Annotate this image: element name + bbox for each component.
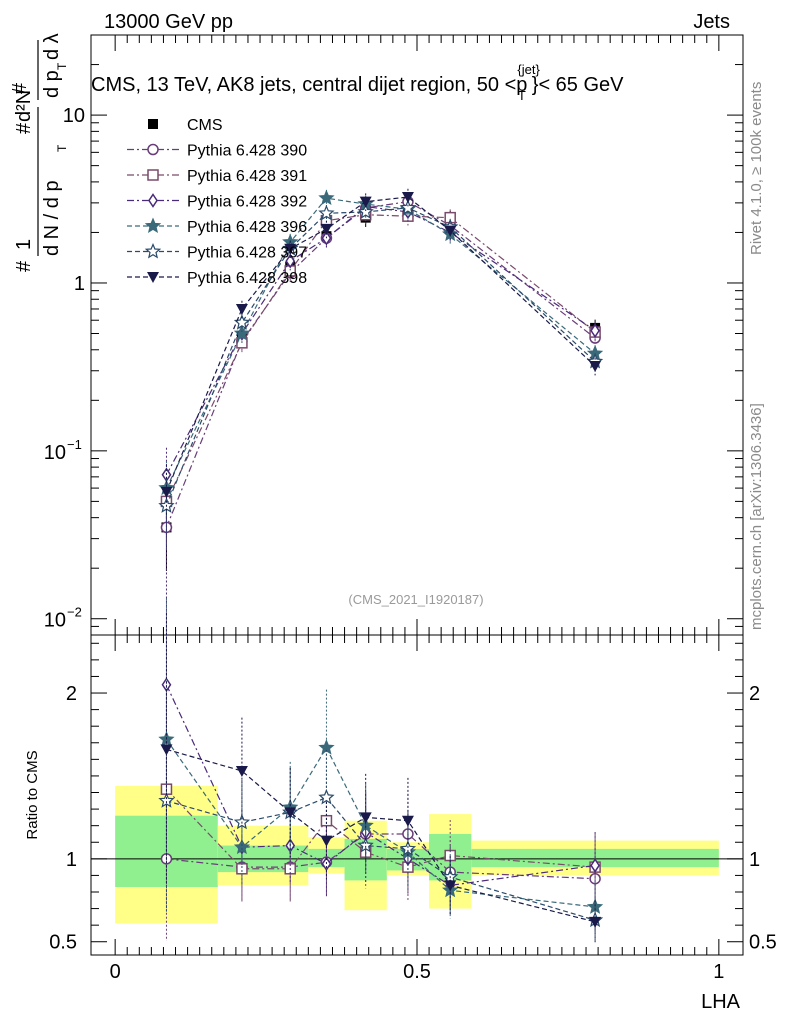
legend-marker-5 — [144, 242, 162, 259]
legend-label-2: Pythia 6.428 391 — [187, 168, 307, 185]
svg-text:d²N: d²N — [13, 90, 35, 122]
ratio-y-tick-label: 2 — [66, 683, 77, 705]
legend-marker-3 — [148, 193, 158, 208]
svg-text:1: 1 — [13, 239, 35, 250]
legend-marker-0 — [148, 119, 158, 129]
ratio-y-tick-label-right: 1 — [749, 849, 760, 871]
main-series-group — [158, 188, 604, 571]
legend-label-3: Pythia 6.428 392 — [187, 194, 307, 211]
svg-text:#: # — [13, 122, 35, 134]
main-series-point — [590, 323, 600, 339]
svg-text:T: T — [55, 144, 69, 152]
legend-label-6: Pythia 6.428 398 — [187, 270, 307, 287]
svg-text:#: # — [13, 260, 35, 272]
x-axis-label: LHA — [701, 991, 741, 1013]
main-series-point — [235, 303, 248, 315]
ratio-series-point — [236, 863, 248, 875]
main-series-point — [285, 253, 296, 269]
main-series-point — [444, 225, 457, 237]
ratio-series-point — [158, 792, 175, 808]
ratio-series-point — [320, 814, 333, 827]
main-series-point — [320, 223, 333, 235]
x-tick-label: 1 — [713, 961, 724, 983]
chart-title: CMS, 13 TeV, AK8 jets, central dijet reg… — [91, 62, 624, 103]
main-y-tick-label: 10 — [63, 105, 85, 127]
legend-label-0: CMS — [187, 117, 223, 134]
ratio-series-point — [589, 916, 602, 928]
main-series-point — [401, 192, 414, 204]
ratio-series-point — [235, 765, 248, 777]
ratio-y-tick-label-right: 2 — [749, 683, 760, 705]
ratio-y-tick-label-right: 0.5 — [749, 932, 777, 954]
ratio-y-tick-label: 0.5 — [49, 932, 77, 954]
main-y-tick-label: 10 — [44, 442, 66, 464]
main-series-line-3 — [165, 205, 596, 476]
main-series-line-5 — [165, 207, 596, 507]
main-series-point — [359, 196, 372, 208]
ratio-y-axis-label: Ratio to CMS — [24, 750, 41, 839]
svg-text:d p: d p — [41, 70, 63, 98]
main-series-point — [589, 361, 602, 373]
ratio-series-point — [399, 840, 417, 856]
legend-label-5: Pythia 6.428 397 — [187, 245, 307, 262]
ratio-series-point — [590, 858, 600, 873]
ratio-series-line-2 — [165, 684, 596, 886]
main-y-tick-exponent: −2 — [67, 605, 82, 620]
ratio-series-line-4 — [166, 796, 596, 921]
header-left: 13000 GeV pp — [104, 11, 233, 33]
analysis-watermark: (CMS_2021_I1920187) — [348, 592, 483, 607]
ratio-series-line-1 — [166, 788, 596, 870]
ratio-series-point — [320, 835, 333, 847]
ratio-series-point — [160, 744, 173, 756]
legend-marker-2 — [147, 169, 159, 181]
main-y-tick-label: 10 — [44, 610, 66, 632]
ratio-series-line-5 — [166, 748, 596, 923]
main-series-point — [399, 199, 417, 215]
ratio-y-tick-label: 1 — [66, 849, 77, 871]
main-series-point — [318, 204, 335, 221]
ratio-series-point — [161, 677, 172, 693]
ratio-series-line-3 — [165, 739, 596, 908]
svg-text:d λ: d λ — [41, 33, 63, 60]
legend-marker-1 — [147, 143, 159, 156]
ratio-series-point — [357, 837, 374, 853]
legend-label-4: Pythia 6.428 396 — [187, 219, 307, 236]
svg-text:#: # — [9, 82, 31, 94]
main-series-point — [318, 189, 335, 206]
rivet-side-label: Rivet 4.1.0, ≥ 100k events — [748, 82, 765, 255]
ratio-series-point — [401, 815, 414, 827]
main-series-point — [284, 243, 297, 255]
ratio-series-point — [444, 880, 457, 892]
svg-text:d N / d p: d N / d p — [41, 180, 63, 256]
ratio-series-point — [359, 812, 372, 824]
header-right: Jets — [693, 11, 730, 33]
main-series-point — [233, 324, 251, 341]
x-tick-label: 0 — [110, 961, 121, 983]
ratio-series-point — [284, 807, 297, 819]
ratio-series-point — [233, 838, 251, 855]
main-series-line-6 — [165, 196, 596, 493]
ratio-series-line-0 — [166, 833, 596, 880]
svg-text:T: T — [55, 62, 69, 70]
main-series-point — [160, 486, 173, 498]
main-y-tick-exponent: −1 — [67, 437, 82, 452]
main-y-axis-label: # 1 d N / d p T # d²N # d p T d λ — [9, 33, 69, 272]
x-tick-label: 0.5 — [403, 961, 431, 983]
ratio-series-point — [318, 788, 335, 805]
legend-marker-6 — [147, 272, 159, 283]
mcplots-side-label: mcplots.cern.ch [arXiv:1306.3436] — [748, 403, 765, 630]
legend-label-1: Pythia 6.428 390 — [187, 143, 307, 160]
ratio-series-group — [158, 516, 604, 944]
main-y-tick-label: 1 — [74, 273, 85, 295]
main-series-point — [357, 203, 374, 219]
legend: CMS Pythia 6.428 390 Pythia 6.428 391 Pythi… — [127, 117, 307, 287]
legend-marker-4 — [144, 217, 162, 233]
main-series-line-4 — [165, 197, 596, 489]
